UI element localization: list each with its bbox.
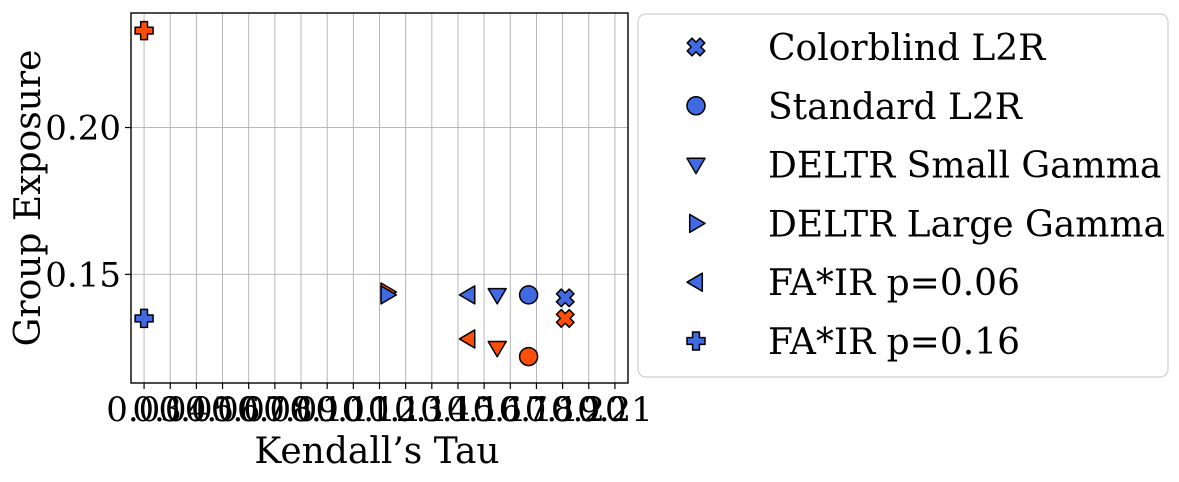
x-tick-label: 0.17 — [472, 390, 548, 430]
x-tick-label: 0.21 — [577, 390, 653, 430]
x-tick-label: 0.12 — [342, 390, 418, 430]
x-tick-label: 0.04 — [132, 390, 208, 430]
x-tick-label: 0.08 — [237, 390, 313, 430]
data-point — [555, 288, 575, 308]
x-tick-label: 0.18 — [499, 390, 575, 430]
tick-layer: 0.030.040.050.060.070.080.090.100.110.12… — [45, 109, 652, 430]
legend-label: DELTR Large Gamma — [768, 204, 1165, 245]
data-point — [134, 308, 154, 329]
x-tick-label: 0.14 — [394, 390, 470, 430]
x-tick-label: 0.20 — [551, 390, 627, 430]
y-axis-label: Group Exposure — [8, 50, 49, 347]
x-axis-label: Kendall’s Tau — [254, 431, 499, 472]
data-point — [487, 340, 507, 358]
x-tick-label: 0.13 — [368, 390, 444, 430]
x-tick-label: 0.09 — [263, 390, 339, 430]
x-tick-label: 0.15 — [420, 390, 496, 430]
points-layer — [134, 20, 575, 367]
legend-marker — [686, 157, 706, 175]
legend-label: Standard L2R — [768, 87, 1023, 128]
y-tick-label: 0.15 — [45, 255, 121, 295]
data-point — [380, 285, 398, 305]
legend-label: Colorblind L2R — [768, 28, 1046, 69]
x-tick-label: 0.06 — [185, 390, 261, 430]
x-tick-label: 0.05 — [159, 390, 235, 430]
legend-marker — [686, 96, 706, 116]
data-point — [518, 285, 539, 305]
data-point — [487, 287, 507, 305]
x-tick-label: 0.07 — [211, 390, 287, 430]
x-tick-label: 0.19 — [525, 390, 601, 430]
legend-label: FA*IR p=0.16 — [768, 322, 1020, 363]
data-point — [134, 20, 154, 41]
legend-frame — [637, 13, 1169, 378]
legend-marker — [688, 213, 706, 234]
y-tick-label: 0.20 — [45, 109, 121, 149]
grid-layer — [131, 13, 628, 383]
x-tick-label: 0.10 — [289, 390, 365, 430]
legend: Colorblind L2R Standard L2R DELTR Small Ga… — [637, 13, 1169, 378]
x-tick-label: 0.16 — [446, 390, 522, 430]
x-tick-label: 0.03 — [106, 390, 182, 430]
data-point — [555, 308, 575, 328]
data-point — [458, 329, 476, 349]
legend-label: FA*IR p=0.06 — [768, 263, 1020, 304]
data-point — [458, 285, 476, 305]
legend-marker — [686, 331, 706, 351]
legend-marker — [686, 37, 706, 57]
legend-marker — [686, 272, 704, 292]
x-tick-label: 0.11 — [315, 390, 391, 430]
legend-label: DELTR Small Gamma — [768, 146, 1161, 187]
data-point — [518, 346, 539, 367]
